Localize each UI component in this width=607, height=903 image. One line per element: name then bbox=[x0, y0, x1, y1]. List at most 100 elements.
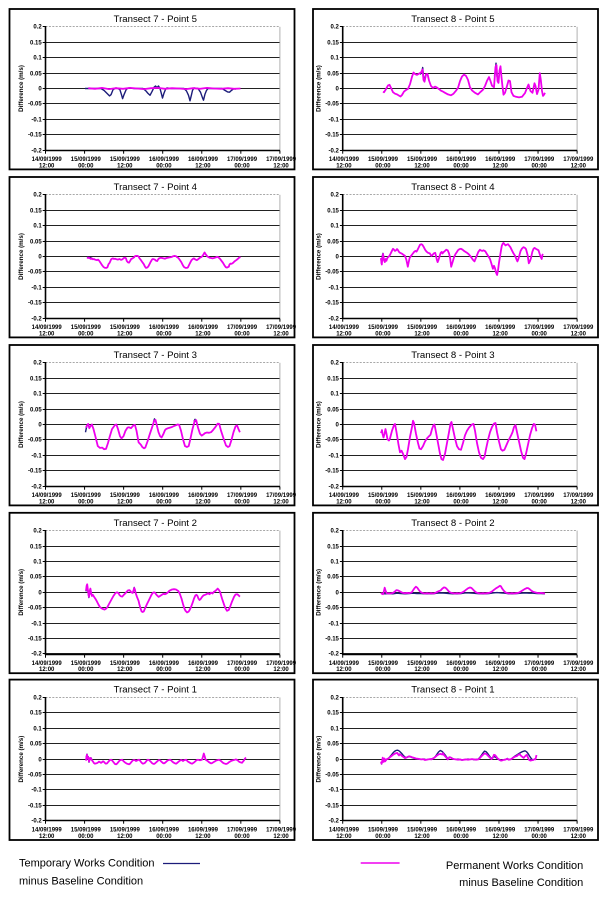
svg-text:-0.05: -0.05 bbox=[325, 101, 339, 107]
svg-text:12:00: 12:00 bbox=[414, 667, 430, 673]
svg-text:Difference (m/s): Difference (m/s) bbox=[315, 65, 322, 112]
svg-text:-0.1: -0.1 bbox=[31, 285, 42, 291]
svg-text:17/09/1999: 17/09/1999 bbox=[227, 493, 258, 499]
svg-text:15/09/1999: 15/09/1999 bbox=[368, 661, 399, 667]
svg-text:12:00: 12:00 bbox=[195, 163, 211, 169]
svg-text:-0.15: -0.15 bbox=[28, 132, 42, 138]
svg-text:12:00: 12:00 bbox=[195, 667, 211, 673]
svg-text:-0.15: -0.15 bbox=[28, 468, 42, 474]
svg-text:-0.05: -0.05 bbox=[28, 437, 42, 443]
svg-text:12:00: 12:00 bbox=[117, 163, 133, 169]
svg-text:0.2: 0.2 bbox=[331, 24, 340, 30]
svg-text:15/09/1999: 15/09/1999 bbox=[368, 325, 399, 331]
svg-text:Transect 7 - Point 4: Transect 7 - Point 4 bbox=[114, 182, 198, 193]
svg-text:12:00: 12:00 bbox=[571, 499, 587, 505]
svg-text:12:00: 12:00 bbox=[336, 667, 352, 673]
svg-text:00:00: 00:00 bbox=[453, 499, 469, 505]
svg-text:12:00: 12:00 bbox=[273, 834, 289, 840]
svg-text:17/09/1999: 17/09/1999 bbox=[266, 661, 297, 667]
svg-text:15/09/1999: 15/09/1999 bbox=[71, 157, 102, 163]
svg-text:16/09/1999: 16/09/1999 bbox=[149, 661, 180, 667]
svg-text:0.1: 0.1 bbox=[331, 55, 340, 61]
svg-text:Difference (m/s): Difference (m/s) bbox=[18, 736, 25, 783]
svg-text:-0.1: -0.1 bbox=[31, 117, 42, 123]
svg-text:15/09/1999: 15/09/1999 bbox=[368, 828, 399, 834]
svg-text:12:00: 12:00 bbox=[414, 834, 430, 840]
svg-text:17/09/1999: 17/09/1999 bbox=[524, 325, 555, 331]
svg-text:0.1: 0.1 bbox=[33, 223, 42, 229]
svg-text:0: 0 bbox=[38, 86, 42, 92]
svg-text:12:00: 12:00 bbox=[117, 834, 133, 840]
svg-text:00:00: 00:00 bbox=[156, 667, 172, 673]
svg-text:15/09/1999: 15/09/1999 bbox=[71, 661, 102, 667]
svg-text:00:00: 00:00 bbox=[532, 834, 548, 840]
svg-text:15/09/1999: 15/09/1999 bbox=[407, 828, 438, 834]
svg-text:0.05: 0.05 bbox=[30, 407, 42, 413]
svg-text:-0.2: -0.2 bbox=[329, 148, 340, 154]
svg-text:Permanent Works Condition: Permanent Works Condition bbox=[446, 860, 583, 872]
svg-text:12:00: 12:00 bbox=[39, 331, 55, 337]
svg-text:17/09/1999: 17/09/1999 bbox=[524, 493, 555, 499]
svg-text:0.2: 0.2 bbox=[33, 192, 42, 198]
svg-text:-0.2: -0.2 bbox=[329, 484, 340, 490]
svg-text:-0.2: -0.2 bbox=[329, 651, 340, 657]
svg-text:-0.15: -0.15 bbox=[28, 803, 42, 809]
svg-text:-0.05: -0.05 bbox=[325, 269, 339, 275]
svg-text:-0.1: -0.1 bbox=[329, 453, 340, 459]
svg-text:12:00: 12:00 bbox=[492, 834, 508, 840]
svg-text:-0.05: -0.05 bbox=[325, 605, 339, 611]
svg-text:00:00: 00:00 bbox=[453, 834, 469, 840]
svg-text:0.05: 0.05 bbox=[327, 71, 339, 77]
svg-text:-0.15: -0.15 bbox=[28, 636, 42, 642]
svg-text:00:00: 00:00 bbox=[156, 499, 172, 505]
svg-text:-0.05: -0.05 bbox=[28, 772, 42, 778]
svg-text:17/09/1999: 17/09/1999 bbox=[524, 828, 555, 834]
svg-text:00:00: 00:00 bbox=[78, 667, 94, 673]
svg-text:12:00: 12:00 bbox=[571, 667, 587, 673]
svg-text:0.15: 0.15 bbox=[30, 544, 42, 550]
svg-text:12:00: 12:00 bbox=[336, 834, 352, 840]
svg-text:16/09/1999: 16/09/1999 bbox=[485, 157, 516, 163]
svg-text:Transect 8 - Point 2: Transect 8 - Point 2 bbox=[411, 518, 494, 529]
svg-text:0.2: 0.2 bbox=[331, 192, 340, 198]
svg-text:0: 0 bbox=[336, 254, 340, 260]
svg-text:0.05: 0.05 bbox=[30, 239, 42, 245]
svg-text:00:00: 00:00 bbox=[375, 331, 391, 337]
svg-text:00:00: 00:00 bbox=[234, 163, 250, 169]
svg-text:Difference (m/s): Difference (m/s) bbox=[315, 736, 322, 783]
svg-text:16/09/1999: 16/09/1999 bbox=[485, 325, 516, 331]
svg-text:00:00: 00:00 bbox=[234, 667, 250, 673]
svg-text:Transect 8 - Point 5: Transect 8 - Point 5 bbox=[411, 14, 494, 25]
svg-text:-0.2: -0.2 bbox=[31, 316, 42, 322]
svg-text:16/09/1999: 16/09/1999 bbox=[446, 828, 477, 834]
svg-text:0.2: 0.2 bbox=[33, 695, 42, 701]
svg-text:0: 0 bbox=[38, 757, 42, 763]
svg-text:-0.1: -0.1 bbox=[329, 117, 340, 123]
svg-text:14/09/1999: 14/09/1999 bbox=[32, 325, 63, 331]
svg-text:Difference (m/s): Difference (m/s) bbox=[315, 401, 322, 448]
svg-text:14/09/1999: 14/09/1999 bbox=[329, 325, 360, 331]
svg-text:15/09/1999: 15/09/1999 bbox=[110, 828, 141, 834]
svg-text:0.1: 0.1 bbox=[331, 223, 340, 229]
svg-text:14/09/1999: 14/09/1999 bbox=[329, 661, 360, 667]
svg-text:15/09/1999: 15/09/1999 bbox=[71, 325, 102, 331]
svg-text:00:00: 00:00 bbox=[156, 163, 172, 169]
svg-text:14/09/1999: 14/09/1999 bbox=[32, 661, 63, 667]
svg-text:12:00: 12:00 bbox=[117, 331, 133, 337]
svg-text:Difference (m/s): Difference (m/s) bbox=[18, 401, 25, 448]
svg-text:00:00: 00:00 bbox=[532, 667, 548, 673]
svg-text:17/09/1999: 17/09/1999 bbox=[266, 157, 297, 163]
svg-text:0.2: 0.2 bbox=[331, 528, 340, 534]
svg-text:16/09/1999: 16/09/1999 bbox=[149, 157, 180, 163]
svg-text:15/09/1999: 15/09/1999 bbox=[110, 493, 141, 499]
svg-text:0.15: 0.15 bbox=[327, 710, 339, 716]
svg-text:17/09/1999: 17/09/1999 bbox=[563, 157, 594, 163]
svg-text:16/09/1999: 16/09/1999 bbox=[188, 493, 219, 499]
svg-text:17/09/1999: 17/09/1999 bbox=[227, 157, 258, 163]
svg-text:-0.05: -0.05 bbox=[28, 101, 42, 107]
svg-text:0: 0 bbox=[336, 757, 340, 763]
svg-text:0: 0 bbox=[336, 86, 340, 92]
svg-text:00:00: 00:00 bbox=[375, 834, 391, 840]
svg-text:00:00: 00:00 bbox=[532, 331, 548, 337]
svg-text:0.2: 0.2 bbox=[33, 528, 42, 534]
